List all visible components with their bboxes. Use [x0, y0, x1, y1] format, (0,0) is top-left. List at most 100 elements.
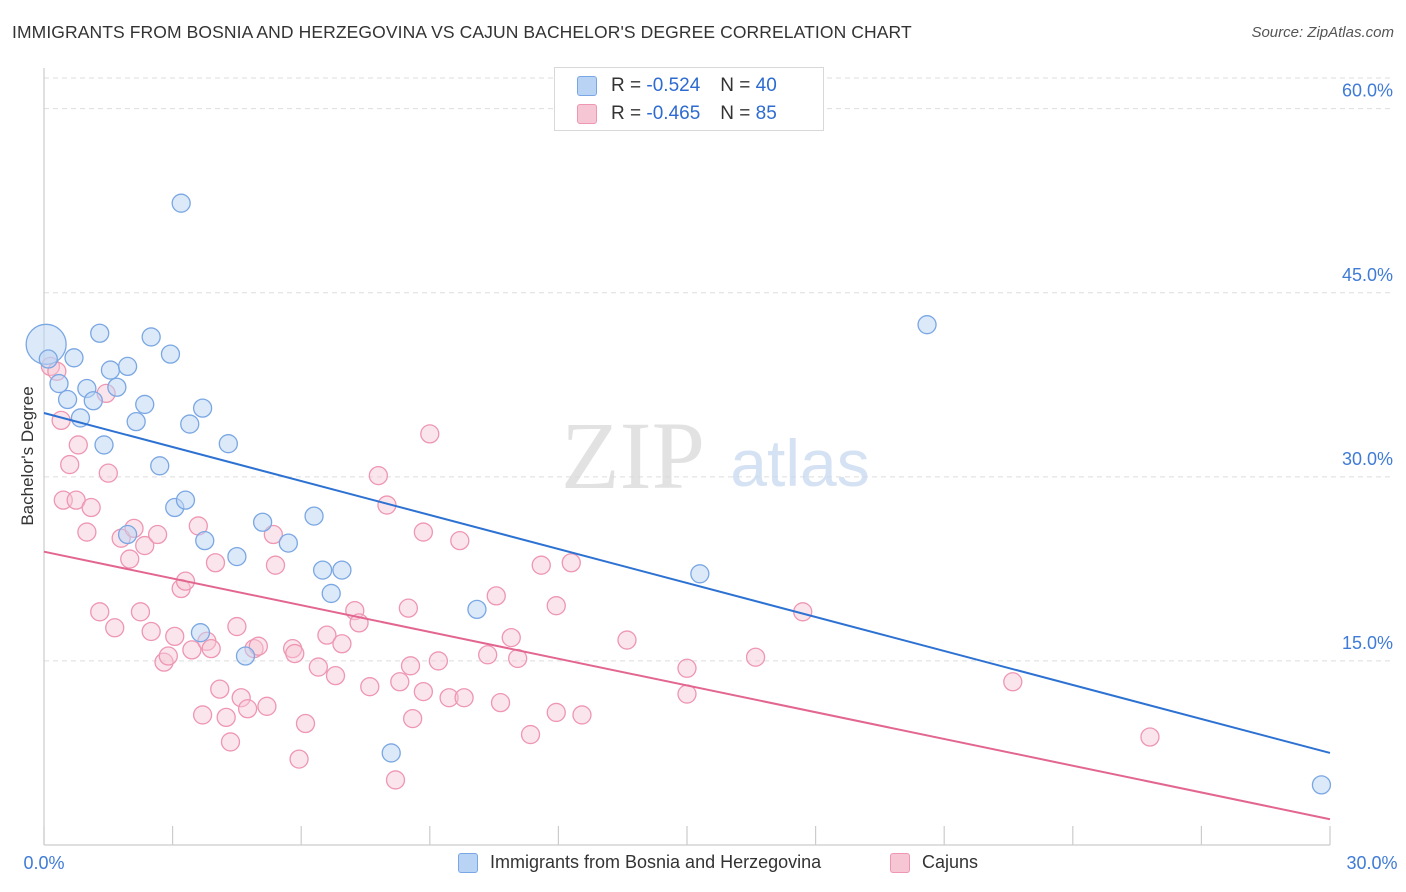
cajuns-point — [317, 625, 337, 645]
bosnia-point — [83, 391, 103, 411]
bosnia-point — [117, 524, 138, 545]
cajuns-point — [105, 618, 125, 638]
cajuns-point — [413, 681, 434, 702]
cajuns-trend-line — [43, 550, 1331, 821]
bosnia-point — [235, 646, 256, 666]
axes — [43, 68, 1331, 846]
cajuns-point — [120, 549, 140, 569]
bosnia-point — [38, 349, 58, 369]
bosnia-point — [175, 490, 196, 510]
bosnia-point — [57, 389, 78, 410]
cajuns-point — [385, 770, 406, 790]
y-tick-label: 30.0% — [1342, 449, 1393, 469]
legend-r-value-bosnia: -0.524 — [646, 75, 701, 96]
legend-n-label: N = — [720, 103, 751, 124]
cajuns-point — [677, 658, 697, 678]
cajuns-point — [390, 672, 410, 692]
series-name-cajuns: Cajuns — [922, 852, 979, 872]
cajuns-point — [231, 688, 251, 708]
cajuns-point — [617, 630, 637, 650]
cajuns-point — [546, 702, 566, 723]
cajuns-point — [227, 616, 247, 637]
chart-title: IMMIGRANTS FROM BOSNIA AND HERZEGOVINA V… — [12, 22, 912, 42]
cajuns-point — [531, 555, 551, 575]
cajuns-point — [285, 643, 305, 664]
cajuns-point — [68, 435, 88, 455]
legend-swatch-bosnia — [577, 76, 597, 96]
cajuns-point — [130, 602, 151, 622]
cajuns-point — [165, 626, 185, 647]
legend-n-value-cajuns: 85 — [755, 103, 777, 124]
cajuns-point — [210, 679, 230, 699]
bosnia-point — [107, 377, 127, 397]
bosnia-point — [141, 327, 161, 347]
bosnia-point — [195, 531, 215, 551]
legend-swatch-cajuns — [577, 104, 597, 124]
cajuns-point — [308, 657, 328, 677]
bosnia-point — [90, 323, 110, 343]
bosnia-point — [171, 193, 191, 213]
cajuns-point — [98, 463, 118, 483]
bosnia-point — [150, 456, 170, 476]
cajuns-point — [237, 699, 258, 719]
bosnia-point — [218, 434, 238, 454]
bosnia-point — [1311, 775, 1332, 795]
series-legend-cajuns[interactable]: Cajuns — [890, 852, 978, 873]
cajuns-point — [439, 688, 459, 708]
cajuns-point — [182, 640, 202, 660]
cajuns-point — [90, 602, 110, 622]
trend-lines — [43, 412, 1331, 821]
legend-n-label: N = — [720, 75, 751, 96]
watermark: ZIP atlas — [561, 402, 870, 509]
cajuns-point — [147, 524, 168, 545]
bosnia-point — [917, 315, 937, 335]
gridlines — [44, 77, 1394, 662]
cajuns-point — [420, 424, 440, 444]
cajuns-point — [220, 732, 241, 752]
cajuns-point — [216, 707, 236, 728]
x-tick-label: 30.0% — [1346, 853, 1397, 873]
bosnia-point — [321, 583, 341, 604]
bosnia-point — [304, 506, 324, 526]
cajuns-point — [263, 524, 283, 545]
bosnia-point — [135, 394, 155, 415]
series-name-bosnia: Immigrants from Bosnia and Herzegovina — [490, 852, 822, 872]
cajuns-point — [265, 555, 286, 575]
cajuns-point — [81, 497, 101, 518]
cajuns-point — [201, 638, 221, 659]
cajuns-point — [368, 465, 389, 486]
cajuns-point — [546, 596, 566, 616]
cajuns-point — [205, 553, 226, 573]
y-axis-label: Bachelor's Degree — [18, 386, 37, 526]
bosnia-point — [160, 344, 181, 364]
bosnia-point — [381, 743, 401, 763]
cajuns-point — [520, 724, 541, 745]
watermark-atlas: atlas — [730, 426, 869, 500]
cajuns-point — [400, 656, 421, 676]
series-swatch-cajuns — [890, 852, 910, 873]
cajuns-point — [1003, 672, 1023, 692]
cajuns-point — [295, 713, 316, 734]
cajuns-point — [51, 410, 71, 431]
cajuns-point — [248, 636, 268, 656]
bosnia-point — [332, 560, 352, 580]
cajuns-point — [454, 688, 474, 708]
legend-row-cajuns: R = -0.465 N = 85 — [577, 101, 777, 127]
y-tick-label: 60.0% — [1342, 81, 1393, 101]
cajuns-point — [77, 522, 97, 542]
x-tick-label: 0.0% — [23, 853, 64, 873]
bosnia-point — [117, 356, 138, 377]
series-legend-bosnia[interactable]: Immigrants from Bosnia and Herzegovina — [458, 852, 821, 873]
series-swatch-bosnia — [458, 852, 478, 873]
y-tick-label: 15.0% — [1342, 633, 1393, 653]
cajuns-point — [413, 522, 434, 542]
bosnia-point — [278, 533, 298, 553]
bosnia-point — [467, 599, 487, 620]
legend-n-value-bosnia: 40 — [755, 75, 777, 96]
cajuns-point — [450, 531, 470, 551]
cajuns-point — [332, 634, 352, 654]
bosnia-point — [252, 512, 273, 532]
bosnia-point — [192, 398, 213, 418]
bosnia-point — [100, 360, 121, 380]
